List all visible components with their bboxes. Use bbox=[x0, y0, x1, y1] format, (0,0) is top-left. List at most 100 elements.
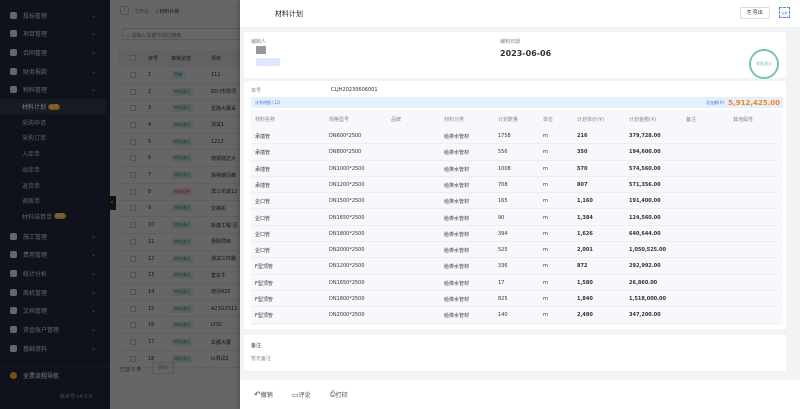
table-cell: DN1800*2500 bbox=[329, 296, 365, 302]
sidebar-item[interactable]: 采购申请 bbox=[0, 115, 106, 130]
sidebar-item[interactable]: 调拨单 bbox=[0, 193, 106, 208]
sidebar-group[interactable]: 财务报款 ⌄ bbox=[0, 62, 110, 80]
export-button[interactable]: ⎘ 导出 bbox=[740, 7, 770, 19]
table-cell: m bbox=[543, 263, 548, 270]
sidebar-item[interactable]: 退货单 bbox=[0, 178, 106, 193]
select-all-checkbox[interactable] bbox=[130, 55, 136, 61]
sidebar-group[interactable]: 合同管理 ⌄ bbox=[0, 43, 110, 61]
table-row[interactable]: 11 审批通过 惠阳项目 bbox=[118, 234, 240, 251]
table-cell: 350 bbox=[577, 149, 588, 156]
table-cell: m bbox=[543, 247, 548, 254]
row-checkbox[interactable] bbox=[130, 138, 136, 145]
sidebar-group[interactable]: 费用管理 ⌄ bbox=[0, 246, 110, 264]
row-checkbox[interactable] bbox=[130, 155, 136, 162]
table-row[interactable]: 18 审批通过 lx测试2 bbox=[118, 351, 240, 368]
sidebar-group[interactable]: 施工管理 ⌄ bbox=[0, 227, 110, 245]
back-button[interactable]: ‹ bbox=[120, 6, 129, 15]
table-row[interactable]: 6 审批通过 南钢建达大 bbox=[118, 151, 240, 168]
table-cell: 1,840 bbox=[577, 296, 593, 302]
print-button[interactable]: ⎙ 打印 bbox=[330, 390, 348, 399]
table-row[interactable]: 15 审批通过 A23G2511 bbox=[118, 301, 240, 318]
search-input[interactable]: ⌕ 请输入关键字进行搜索 bbox=[122, 28, 240, 40]
sidebar-group[interactable]: 物料管理 ⌄ bbox=[0, 81, 110, 99]
row-checkbox[interactable] bbox=[130, 121, 136, 128]
sidebar-item-label: 出库单 bbox=[22, 166, 41, 174]
sidebar-item[interactable]: 入库单 bbox=[0, 146, 106, 161]
sidebar-group[interactable]: 文档管理 ⌄ bbox=[0, 302, 110, 320]
sidebar-group[interactable]: 基础资料 ⌄ bbox=[0, 339, 110, 357]
table-cell: 给排水管材 bbox=[444, 313, 470, 320]
sidebar-item[interactable]: 材料计划 推荐 bbox=[0, 99, 106, 114]
table-row[interactable]: 1 草稿 111 bbox=[118, 67, 240, 84]
table-row[interactable]: 12 审批通过 测试三环路 bbox=[118, 251, 240, 268]
row-checkbox[interactable] bbox=[130, 188, 136, 195]
table-row[interactable]: 4 审批通过 测试1 bbox=[118, 117, 240, 134]
remark-value: 暂无备注 bbox=[251, 356, 272, 362]
full-process-nav[interactable]: 全票流程导航 bbox=[0, 366, 110, 384]
row-checkbox[interactable] bbox=[130, 205, 136, 212]
column-header: 材料分类 bbox=[444, 117, 465, 123]
row-checkbox[interactable] bbox=[130, 172, 136, 179]
row-checkbox[interactable] bbox=[130, 222, 136, 229]
row-checkbox[interactable] bbox=[130, 322, 136, 329]
sidebar-item[interactable]: 材料结算单 推荐 bbox=[0, 209, 106, 224]
sidebar-group[interactable]: 投标管理 ⌄ bbox=[0, 6, 110, 24]
row-number: 13 bbox=[148, 272, 155, 279]
sidebar-group-label: 商机管理 bbox=[23, 289, 48, 297]
table-row[interactable]: 16 审批通过 LYSC bbox=[118, 318, 240, 335]
column-header: 计划数量 bbox=[498, 117, 519, 123]
chevron-down-icon: ⌄ bbox=[90, 288, 96, 296]
comment-button[interactable]: ▭ 评论 bbox=[292, 390, 311, 400]
table-row[interactable]: 17 审批通过 车都大厦 bbox=[118, 334, 240, 351]
row-checkbox[interactable] bbox=[130, 71, 136, 78]
row-checkbox[interactable] bbox=[130, 355, 136, 362]
table-row[interactable]: 2 审批通过 四川市政项 bbox=[118, 84, 240, 101]
sidebar-group[interactable]: 资金账户管理 ⌄ bbox=[0, 321, 110, 339]
stamp-text: 审批通过 bbox=[756, 61, 772, 66]
row-checkbox[interactable] bbox=[130, 272, 136, 279]
row-checkbox[interactable] bbox=[130, 288, 136, 295]
table-row[interactable]: 14 审批通过 培训425 bbox=[118, 284, 240, 301]
table-row[interactable]: 5 审批通过 1212 bbox=[118, 134, 240, 151]
sidebar-group-label: 投标管理 bbox=[23, 12, 48, 20]
row-checkbox[interactable] bbox=[130, 339, 136, 346]
row-checkbox[interactable] bbox=[130, 255, 136, 262]
row-checkbox[interactable] bbox=[130, 88, 136, 95]
table-cell: 2,480 bbox=[577, 312, 593, 319]
row-number: 4 bbox=[148, 121, 152, 128]
sidebar-group[interactable]: 统计分析 ⌄ bbox=[0, 264, 110, 282]
table-row[interactable]: 3 审批通过 壹融大厦采 bbox=[118, 100, 240, 118]
revoke-button[interactable]: ↶ 撤销 bbox=[254, 390, 273, 399]
table-cell: 1,626 bbox=[577, 230, 593, 237]
row-number: 7 bbox=[148, 172, 152, 179]
material-plan-drawer: 材料计划 ⎘ 导出 全屏 编制人 编制日期 2023-06-06 审批通过 单号… bbox=[240, 0, 800, 409]
table-row[interactable]: 13 审批通过 害车牛 bbox=[118, 267, 240, 285]
table-cell: 292,992.00 bbox=[629, 263, 661, 270]
sidebar-item[interactable]: 出库单 bbox=[0, 162, 106, 177]
table-row[interactable]: 8 审批拒绝 滨江花城12 bbox=[118, 184, 240, 201]
sidebar-group[interactable]: 项目管理 ⌄ bbox=[0, 25, 110, 43]
status-badge: 审批通过 bbox=[171, 104, 193, 113]
breadcrumb-home[interactable]: 工作台 bbox=[134, 9, 150, 15]
row-checkbox[interactable] bbox=[130, 238, 136, 245]
fullscreen-icon[interactable]: 全屏 bbox=[779, 7, 790, 18]
table-row[interactable]: 10 审批通过 新建工程-见 bbox=[118, 217, 240, 234]
detail-label: 计划明细 (12) bbox=[255, 99, 281, 105]
collapse-sidebar-button[interactable]: ‹ bbox=[108, 196, 116, 210]
project-name: 滨江花城12 bbox=[211, 189, 238, 196]
batch-delete-button[interactable]: 删除 bbox=[152, 362, 174, 374]
menu-icon bbox=[10, 67, 17, 75]
chevron-down-icon: ⌄ bbox=[90, 232, 96, 240]
menu-icon bbox=[10, 269, 17, 277]
row-checkbox[interactable] bbox=[130, 105, 136, 112]
table-row[interactable]: 7 审批通过 珠穆朗玛峰 bbox=[118, 167, 240, 184]
sidebar-group[interactable]: 商机管理 ⌄ bbox=[0, 283, 110, 301]
table-cell: 1,160 bbox=[577, 198, 593, 205]
sidebar-item[interactable]: 采购订单 bbox=[0, 130, 106, 145]
row-checkbox[interactable] bbox=[130, 305, 136, 312]
table-cell: 191,400.00 bbox=[629, 198, 661, 205]
table-cell: 574,560.00 bbox=[629, 165, 661, 172]
detail-bar: 计划明细 (12) 总金额(¥): 5,912,425.00 bbox=[251, 97, 783, 108]
table-row[interactable]: 9 审批通过 交换机 bbox=[118, 201, 240, 218]
table-cell: 556 bbox=[498, 149, 508, 156]
